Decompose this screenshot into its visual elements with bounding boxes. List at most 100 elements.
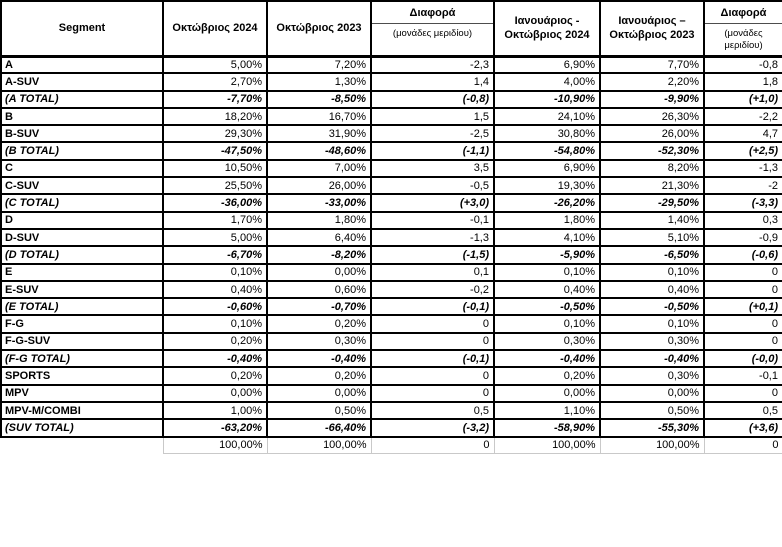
segment-cell: E-SUV xyxy=(0,279,164,300)
table-row: 100,00% 100,00% 0 100,00% 100,00% 0 xyxy=(1,436,782,455)
value-cell: 1,80% xyxy=(493,210,601,230)
segment-cell: A-SUV xyxy=(0,72,164,92)
segment-cell: C-SUV xyxy=(0,176,164,196)
value-cell: 7,70% xyxy=(599,54,705,75)
segment-cell: (SUV TOTAL) xyxy=(0,418,164,438)
value-cell: -26,20% xyxy=(493,193,601,213)
segment-cell: (A TOTAL) xyxy=(0,89,164,109)
table-row: C 10,50% 7,00% 3,5 6,90% 8,20% -1,3 xyxy=(0,158,782,179)
value-cell: 19,30% xyxy=(493,176,601,196)
value-cell: 100,00% xyxy=(266,436,372,455)
segment-cell: (F-G TOTAL) xyxy=(0,349,164,369)
value-cell: 7,20% xyxy=(266,54,372,75)
value-cell: 3,5 xyxy=(370,158,495,179)
value-cell: -0,40% xyxy=(599,349,705,369)
table-row: (F-G TOTAL) -0,40% -0,40% (-0,1) -0,40% -0,40… xyxy=(0,349,782,369)
value-cell: 16,70% xyxy=(266,106,372,127)
col-header-jan-october-2023: Ιανουάριος – Οκτώβριος 2023 xyxy=(599,0,705,58)
value-cell: -2,3 xyxy=(370,54,495,75)
value-cell: 0 xyxy=(370,383,495,403)
table-row: (SUV TOTAL) -63,20% -66,40% (-3,2) -58,90% -5… xyxy=(0,418,782,438)
value-cell: 1,10% xyxy=(493,400,601,421)
value-cell: 4,00% xyxy=(493,72,601,92)
segment-cell: D-SUV xyxy=(0,227,164,248)
segment-cell: (B TOTAL) xyxy=(0,141,164,161)
value-cell: 6,40% xyxy=(266,227,372,248)
segment-cell xyxy=(1,437,163,454)
col-header-difference-ytd: Διαφορά (μονάδες μεριδίου) xyxy=(703,0,782,58)
value-cell: -0,50% xyxy=(599,297,705,317)
value-cell: (+3,6) xyxy=(703,418,782,438)
value-cell: 0,30% xyxy=(599,366,705,386)
value-cell: 5,00% xyxy=(162,54,268,75)
value-cell: -0,1 xyxy=(703,366,782,386)
value-cell: 1,5 xyxy=(370,106,495,127)
table-row: E 0,10% 0,00% 0,1 0,10% 0,10% 0 xyxy=(0,262,782,282)
segment-cell: (D TOTAL) xyxy=(0,245,164,265)
value-cell: -2,5 xyxy=(370,124,495,144)
table-row: MPV 0,00% 0,00% 0 0,00% 0,00% 0 xyxy=(0,383,782,403)
value-cell: 0 xyxy=(703,383,782,403)
value-cell: -5,90% xyxy=(493,245,601,265)
value-cell: -54,80% xyxy=(493,141,601,161)
table-row: (C TOTAL) -36,00% -33,00% (+3,0) -26,20% -29,… xyxy=(0,193,782,213)
value-cell: 0,10% xyxy=(162,314,268,334)
value-cell: 0,3 xyxy=(703,210,782,230)
value-cell: (+0,1) xyxy=(703,297,782,317)
value-cell: -36,00% xyxy=(162,193,268,213)
value-cell: -0,2 xyxy=(370,279,495,300)
value-cell: 0,50% xyxy=(266,400,372,421)
value-cell: -0,60% xyxy=(162,297,268,317)
value-cell: (-0,6) xyxy=(703,245,782,265)
col-header-october-2024: Οκτώβριος 2024 xyxy=(162,0,268,58)
value-cell: 26,00% xyxy=(266,176,372,196)
value-cell: 0,40% xyxy=(162,279,268,300)
value-cell: 100,00% xyxy=(599,436,705,455)
table-row: F-G 0,10% 0,20% 0 0,10% 0,10% 0 xyxy=(0,314,782,334)
segment-cell: (E TOTAL) xyxy=(0,297,164,317)
segment-share-table: Segment Οκτώβριος 2024 Οκτώβριος 2023 Δι… xyxy=(0,0,782,455)
value-cell: -6,70% xyxy=(162,245,268,265)
value-cell: -1,3 xyxy=(370,227,495,248)
value-cell: 7,00% xyxy=(266,158,372,179)
value-cell: 24,10% xyxy=(493,106,601,127)
table-row: C-SUV 25,50% 26,00% -0,5 19,30% 21,30% -2 xyxy=(0,176,782,196)
value-cell: -0,40% xyxy=(493,349,601,369)
value-cell: -55,30% xyxy=(599,418,705,438)
value-cell: 6,90% xyxy=(493,158,601,179)
table-row: F-G-SUV 0,20% 0,30% 0 0,30% 0,30% 0 xyxy=(0,331,782,352)
value-cell: 1,30% xyxy=(266,72,372,92)
value-cell: 29,30% xyxy=(162,124,268,144)
value-cell: 1,00% xyxy=(162,400,268,421)
value-cell: 1,40% xyxy=(599,210,705,230)
value-cell: 8,20% xyxy=(599,158,705,179)
value-cell: 21,30% xyxy=(599,176,705,196)
segment-cell: MPV xyxy=(0,383,164,403)
col-header-segment: Segment xyxy=(0,0,164,58)
value-cell: 0,10% xyxy=(599,314,705,334)
value-cell: 18,20% xyxy=(162,106,268,127)
value-cell: 0,10% xyxy=(162,262,268,282)
segment-cell: B-SUV xyxy=(0,124,164,144)
value-cell: 0,40% xyxy=(493,279,601,300)
value-cell: -9,90% xyxy=(599,89,705,109)
value-cell: (+3,0) xyxy=(370,193,495,213)
value-cell: -0,9 xyxy=(703,227,782,248)
value-cell: 0,20% xyxy=(266,314,372,334)
value-cell: 0,00% xyxy=(599,383,705,403)
table-row: (D TOTAL) -6,70% -8,20% (-1,5) -5,90% -6,50%(… xyxy=(0,245,782,265)
value-cell: -66,40% xyxy=(266,418,372,438)
value-cell: 0,40% xyxy=(599,279,705,300)
col-header-jan-october-2024: Ιανουάριος - Οκτώβριος 2024 xyxy=(493,0,601,58)
value-cell: 0 xyxy=(370,331,495,352)
value-cell: 1,8 xyxy=(703,72,782,92)
col-header-october-2023: Οκτώβριος 2023 xyxy=(266,0,372,58)
value-cell: -63,20% xyxy=(162,418,268,438)
value-cell: 0 xyxy=(703,331,782,352)
value-cell: (-1,1) xyxy=(370,141,495,161)
value-cell: 0,20% xyxy=(493,366,601,386)
segment-cell: (C TOTAL) xyxy=(0,193,164,213)
value-cell: 0 xyxy=(703,314,782,334)
value-cell: 0 xyxy=(370,436,495,455)
value-cell: 0,1 xyxy=(370,262,495,282)
